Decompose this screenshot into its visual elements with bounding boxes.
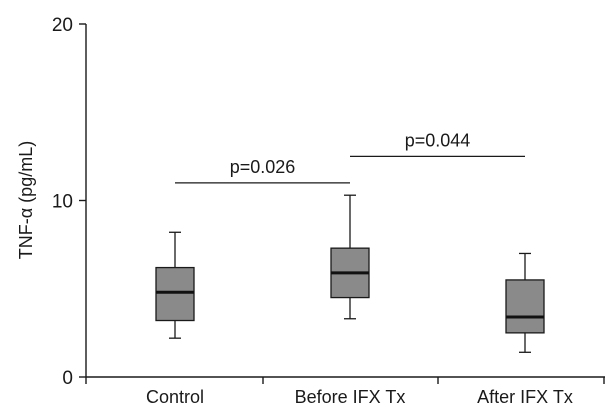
p-value-label: p=0.026 — [230, 157, 296, 177]
x-category-label: Before IFX Tx — [295, 387, 406, 407]
axes: 0 10 20 Control Before IFX Tx After IFX Tx — [52, 15, 605, 407]
significance-annotations: p=0.026 p=0.044 — [175, 130, 525, 184]
y-axis-title: TNF-α (pg/mL) — [16, 141, 36, 259]
boxes — [155, 194, 545, 353]
x-category-label: After IFX Tx — [477, 387, 573, 407]
x-category-label: Control — [146, 387, 204, 407]
y-tick-label: 0 — [62, 368, 73, 389]
iqr-box — [505, 279, 545, 334]
y-tick-label: 20 — [52, 15, 73, 36]
p-value-label: p=0.044 — [405, 130, 471, 150]
y-tick-label: 10 — [52, 192, 73, 213]
iqr-box — [155, 266, 195, 322]
